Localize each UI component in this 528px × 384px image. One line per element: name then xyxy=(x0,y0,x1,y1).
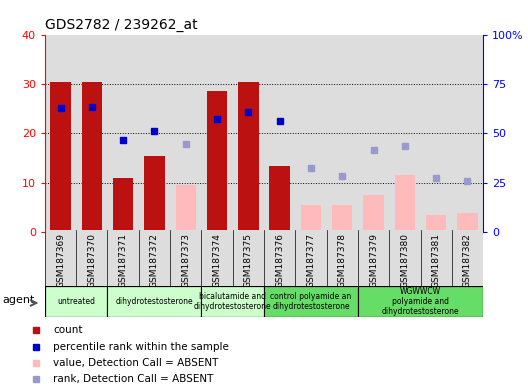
Text: bicalutamide and
dihydrotestosterone: bicalutamide and dihydrotestosterone xyxy=(194,292,271,311)
Bar xyxy=(389,35,420,232)
Bar xyxy=(76,230,108,286)
Bar xyxy=(82,81,102,232)
Bar xyxy=(363,195,384,232)
Bar xyxy=(233,35,264,232)
Text: GSM187372: GSM187372 xyxy=(150,233,159,288)
Bar xyxy=(295,230,327,286)
Text: GSM187369: GSM187369 xyxy=(56,233,65,288)
Bar xyxy=(395,175,415,232)
Text: WGWWCW
polyamide and
dihydrotestosterone: WGWWCW polyamide and dihydrotestosterone xyxy=(382,286,459,316)
Bar xyxy=(45,286,108,317)
Text: control polyamide an
dihydrotestosterone: control polyamide an dihydrotestosterone xyxy=(270,292,352,311)
Bar xyxy=(207,91,227,232)
Bar xyxy=(264,35,295,232)
Bar xyxy=(113,178,133,232)
Text: untreated: untreated xyxy=(57,297,95,306)
Text: GDS2782 / 239262_at: GDS2782 / 239262_at xyxy=(45,18,197,32)
Text: GSM187379: GSM187379 xyxy=(369,233,378,288)
Bar xyxy=(108,286,201,317)
Text: GSM187374: GSM187374 xyxy=(213,233,222,288)
Bar xyxy=(45,230,76,286)
Bar xyxy=(358,35,389,232)
Bar xyxy=(332,205,352,232)
Bar xyxy=(358,286,483,317)
Text: percentile rank within the sample: percentile rank within the sample xyxy=(53,342,229,352)
Bar xyxy=(358,230,389,286)
Bar xyxy=(264,286,358,317)
Text: dihydrotestosterone: dihydrotestosterone xyxy=(116,297,193,306)
Text: GSM187381: GSM187381 xyxy=(432,233,441,288)
Text: count: count xyxy=(53,326,82,336)
Bar xyxy=(76,35,108,232)
Bar xyxy=(201,35,233,232)
Bar xyxy=(389,230,420,286)
Text: GSM187375: GSM187375 xyxy=(244,233,253,288)
Bar xyxy=(144,156,165,232)
Text: GSM187377: GSM187377 xyxy=(306,233,315,288)
Text: value, Detection Call = ABSENT: value, Detection Call = ABSENT xyxy=(53,358,219,368)
Bar xyxy=(45,35,76,232)
Text: GSM187371: GSM187371 xyxy=(119,233,128,288)
Bar xyxy=(426,215,446,232)
Text: rank, Detection Call = ABSENT: rank, Detection Call = ABSENT xyxy=(53,374,213,384)
Text: GSM187373: GSM187373 xyxy=(181,233,190,288)
Bar xyxy=(233,230,264,286)
Bar xyxy=(170,35,201,232)
Bar xyxy=(327,35,358,232)
Bar xyxy=(420,230,452,286)
Bar xyxy=(201,230,233,286)
Bar xyxy=(420,35,452,232)
Bar xyxy=(238,81,259,232)
Bar xyxy=(457,213,478,232)
Bar xyxy=(452,35,483,232)
Bar xyxy=(452,230,483,286)
Bar xyxy=(327,230,358,286)
Bar xyxy=(176,185,196,232)
Text: GSM187378: GSM187378 xyxy=(338,233,347,288)
Bar xyxy=(170,230,201,286)
Text: GSM187370: GSM187370 xyxy=(87,233,96,288)
Text: agent: agent xyxy=(2,295,35,305)
Bar xyxy=(108,230,139,286)
Bar xyxy=(264,230,295,286)
Bar xyxy=(50,81,71,232)
Text: GSM187376: GSM187376 xyxy=(275,233,284,288)
Bar xyxy=(269,166,290,232)
Text: GSM187380: GSM187380 xyxy=(400,233,409,288)
Text: GSM187382: GSM187382 xyxy=(463,233,472,288)
Bar xyxy=(201,286,264,317)
Bar xyxy=(108,35,139,232)
Bar xyxy=(139,35,170,232)
Bar xyxy=(295,35,327,232)
Bar xyxy=(301,205,321,232)
Bar xyxy=(139,230,170,286)
